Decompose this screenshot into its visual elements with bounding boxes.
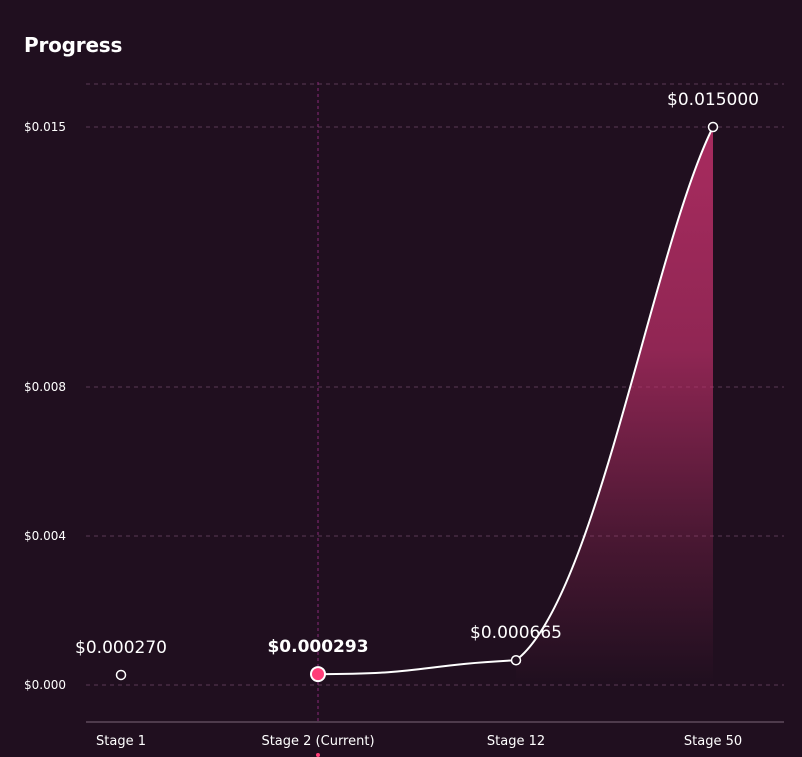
data-point: [707, 121, 719, 133]
series-line: [317, 126, 714, 676]
area-fill: [516, 127, 713, 683]
y-tick-label: $0.000: [24, 678, 66, 692]
data-label: $0.015000: [667, 90, 759, 110]
x-tick-label: Stage 12: [487, 734, 545, 749]
data-label: $0.000270: [75, 638, 167, 658]
y-tick-label: $0.004: [24, 529, 66, 543]
y-tick-label: $0.008: [24, 380, 66, 394]
data-point-current: [312, 668, 324, 681]
x-tick-label: Stage 1: [96, 734, 146, 749]
chart-title: Progress: [24, 33, 123, 57]
data-point: [115, 669, 127, 681]
x-tick-label: Stage 50: [684, 734, 742, 749]
current-stage-marker: [316, 753, 320, 757]
data-point: [510, 654, 522, 666]
y-tick-label: $0.015: [24, 120, 66, 134]
x-tick-label: Stage 2 (Current): [261, 734, 374, 749]
data-label: $0.000293: [267, 637, 368, 657]
data-label: $0.000665: [470, 623, 562, 643]
